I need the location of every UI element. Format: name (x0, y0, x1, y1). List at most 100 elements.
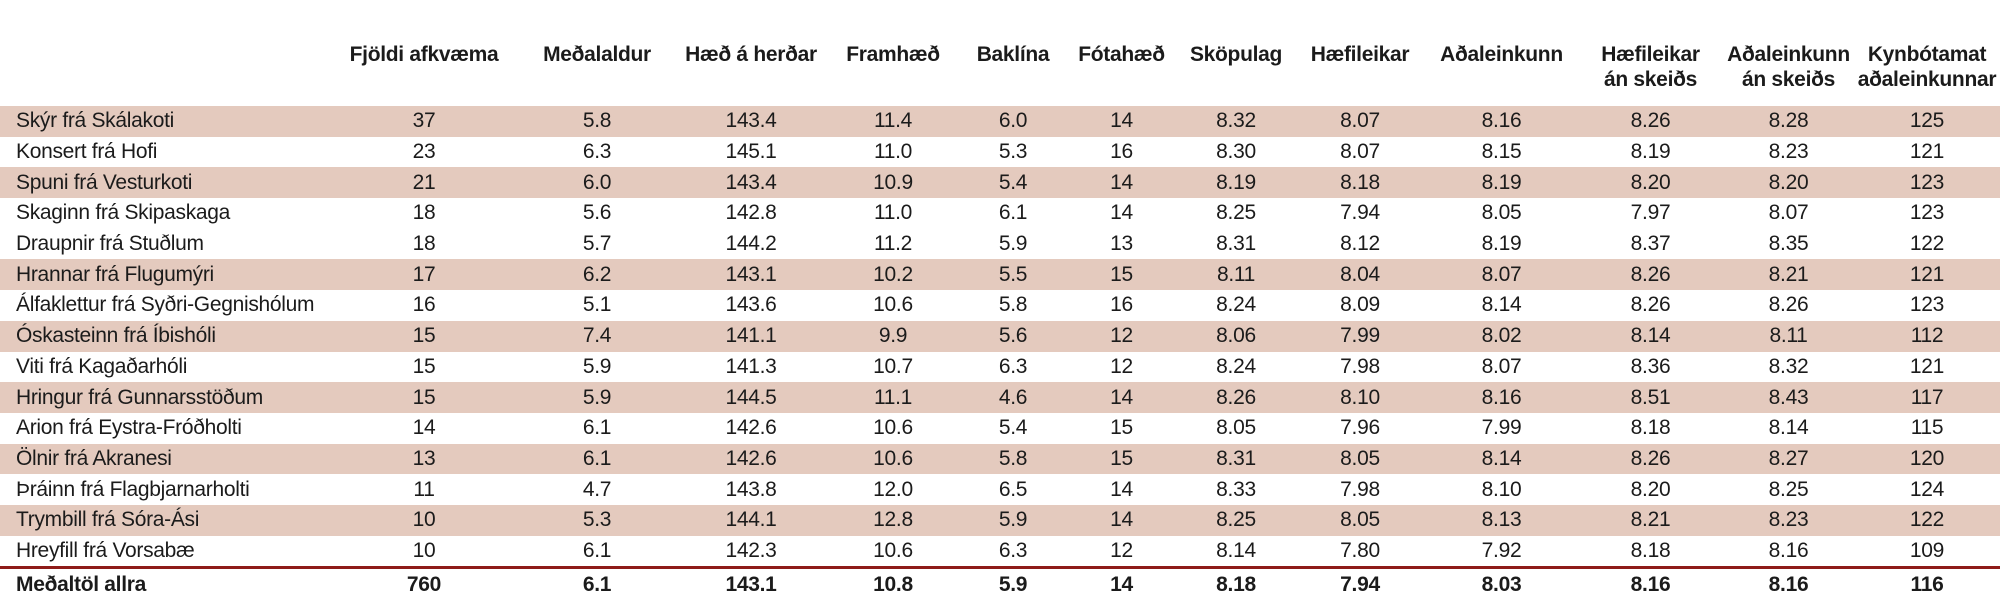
value-cell-kynbotamat: 122 (1909, 508, 1945, 532)
value-cell-fjoldi_afkvaema: 23 (412, 140, 436, 164)
value-cell-fotahaed: 14 (1066, 566, 1177, 600)
table-row: Arion frá Eystra-Fróðholti 14 6.1 142.6 10.6… (0, 413, 2000, 444)
value-cell-adaleinkunn_an_skeids: 8.23 (1768, 508, 1809, 532)
value-cell-kynbotamat: 121 (1909, 354, 1945, 378)
value-cell-baklina: 5.9 (960, 566, 1066, 600)
value-cell-adaleinkunn_an_skeids: 8.11 (1769, 324, 1808, 348)
value-cell-haed_a_herdar: 144.5 (725, 385, 777, 409)
value-cell-fjoldi_afkvaema: 14 (412, 416, 436, 440)
value-cell-framhaed: 11.0 (873, 201, 913, 225)
value-cell-adaleinkunn: 8.19 (1481, 170, 1522, 194)
value-cell-haefileikar: 8.12 (1340, 232, 1380, 256)
value-cell-framhaed: 11.2 (873, 232, 913, 256)
value-cell-framhaed: 12.0 (873, 477, 913, 501)
value-cell-kynbotamat: 123 (1909, 170, 1945, 194)
column-header-haefileikar_an_skeids: Hæfileikar án skeiðs (1578, 0, 1723, 106)
column-header-label: Aðaleinkunn (1440, 43, 1563, 66)
value-cell-skopulag: 8.24 (1216, 293, 1256, 317)
value-cell-medalaldur: 6.1 (582, 416, 612, 440)
value-cell-haed_a_herdar: 145.1 (725, 140, 777, 164)
value-cell-adaleinkunn: 8.16 (1481, 109, 1522, 133)
value-cell-haed_a_herdar: 144.1 (725, 508, 777, 532)
horse-name-cell: Hringur frá Gunnarsstöðum (16, 385, 263, 409)
value-cell-adaleinkunn_an_skeids: 8.16 (1723, 566, 1854, 600)
value-cell-haefileikar: 8.04 (1340, 262, 1380, 286)
value-cell-skopulag: 8.06 (1216, 324, 1256, 348)
value-cell-kynbotamat: 125 (1909, 109, 1945, 133)
column-header-label: Hæfileikar (1310, 43, 1410, 66)
value-cell-adaleinkunn_an_skeids: 8.20 (1768, 170, 1809, 194)
value-cell-fjoldi_afkvaema: 37 (412, 109, 436, 133)
horse-name-cell: Arion frá Eystra-Fróðholti (16, 416, 242, 440)
value-cell-adaleinkunn: 8.03 (1425, 566, 1578, 600)
value-cell-medalaldur: 5.8 (582, 109, 612, 133)
table-row: Þráinn frá Flagbjarnarholti 11 4.7 143.8 12.… (0, 474, 2000, 505)
value-cell-fjoldi_afkvaema: 18 (412, 232, 436, 256)
value-cell-medalaldur: 5.9 (582, 354, 612, 378)
totals-label-cell: Meðaltöl allra (0, 566, 330, 600)
column-header-label-line2: aðaleinkunnar (1857, 68, 1997, 91)
value-cell-fotahaed: 12 (1110, 324, 1133, 348)
value-cell-medalaldur: 7.4 (582, 324, 612, 348)
table-row: Hringur frá Gunnarsstöðum 15 5.9 144.5 11.1 4… (0, 382, 2000, 413)
value-cell-haefileikar_an_skeids: 8.26 (1630, 446, 1671, 470)
value-cell-framhaed: 11.1 (873, 385, 913, 409)
value-cell-medalaldur: 6.1 (518, 566, 676, 600)
value-cell-skopulag: 8.32 (1216, 109, 1256, 133)
column-header-label: Hæfileikar (1601, 43, 1700, 66)
value-cell-haed_a_herdar: 142.6 (725, 416, 777, 440)
value-cell-haed_a_herdar: 143.4 (725, 170, 777, 194)
value-cell-adaleinkunn_an_skeids: 8.27 (1768, 446, 1809, 470)
value-cell-baklina: 5.4 (998, 170, 1028, 194)
value-cell-skopulag: 8.31 (1216, 446, 1256, 470)
column-header-label: Baklína (976, 43, 1050, 66)
value-cell-haefileikar: 8.05 (1340, 508, 1380, 532)
value-cell-fotahaed: 14 (1110, 385, 1133, 409)
value-cell-haefileikar: 7.80 (1340, 538, 1380, 562)
value-cell-baklina: 5.9 (998, 232, 1028, 256)
value-cell-haefileikar_an_skeids: 8.26 (1630, 109, 1671, 133)
value-cell-framhaed: 11.4 (873, 109, 913, 133)
value-cell-fjoldi_afkvaema: 15 (412, 385, 436, 409)
value-cell-haefileikar_an_skeids: 7.97 (1630, 201, 1671, 225)
value-cell-haed_a_herdar: 143.4 (725, 109, 777, 133)
value-cell-framhaed: 10.8 (826, 566, 960, 600)
value-cell-adaleinkunn: 8.13 (1481, 508, 1522, 532)
value-cell-haefileikar_an_skeids: 8.20 (1630, 477, 1671, 501)
value-cell-medalaldur: 6.1 (582, 538, 612, 562)
value-cell-adaleinkunn: 8.16 (1481, 385, 1522, 409)
value-cell-baklina: 5.8 (998, 446, 1028, 470)
value-cell-haefileikar: 8.09 (1340, 293, 1380, 317)
value-cell-haefileikar_an_skeids: 8.18 (1630, 538, 1671, 562)
value-cell-haed_a_herdar: 143.6 (725, 293, 777, 317)
value-cell-adaleinkunn_an_skeids: 8.21 (1768, 262, 1809, 286)
value-cell-haefileikar_an_skeids: 8.26 (1630, 293, 1671, 317)
value-cell-medalaldur: 6.1 (582, 446, 612, 470)
value-cell-adaleinkunn: 8.02 (1481, 324, 1522, 348)
value-cell-haefileikar: 7.94 (1340, 201, 1380, 225)
value-cell-haefileikar_an_skeids: 8.26 (1630, 262, 1671, 286)
value-cell-baklina: 6.3 (998, 538, 1028, 562)
value-cell-haefileikar: 8.18 (1340, 170, 1380, 194)
value-cell-adaleinkunn: 7.92 (1481, 538, 1522, 562)
value-cell-medalaldur: 5.1 (582, 293, 612, 317)
value-cell-fotahaed: 12 (1110, 538, 1133, 562)
column-header-fotahaed: Fótahæð (1066, 0, 1177, 106)
value-cell-fjoldi_afkvaema: 17 (412, 262, 436, 286)
value-cell-haed_a_herdar: 142.6 (725, 446, 777, 470)
column-header-haed_a_herdar: Hæð á herðar (676, 0, 826, 106)
value-cell-skopulag: 8.25 (1216, 508, 1256, 532)
value-cell-skopulag: 8.14 (1216, 538, 1256, 562)
value-cell-adaleinkunn_an_skeids: 8.07 (1768, 201, 1809, 225)
value-cell-kynbotamat: 121 (1909, 140, 1945, 164)
value-cell-kynbotamat: 123 (1909, 201, 1945, 225)
table-body: Skýr frá Skálakoti 37 5.8 143.4 11.4 6.0 14 8.3… (0, 106, 2000, 600)
table-row: Ölnir frá Akranesi 13 6.1 142.6 10.6 5.8 15 8.3… (0, 443, 2000, 475)
value-cell-adaleinkunn_an_skeids: 8.23 (1768, 140, 1809, 164)
horse-name-cell: Ölnir frá Akranesi (16, 446, 172, 470)
value-cell-haefileikar_an_skeids: 8.20 (1630, 170, 1671, 194)
table-row: Spuni frá Vesturkoti 21 6.0 143.4 10.9 5.4 14 8… (0, 167, 2000, 199)
table-row: Hrannar frá Flugumýri 17 6.2 143.1 10.2 5.5 15… (0, 259, 2000, 291)
value-cell-kynbotamat: 121 (1909, 262, 1945, 286)
